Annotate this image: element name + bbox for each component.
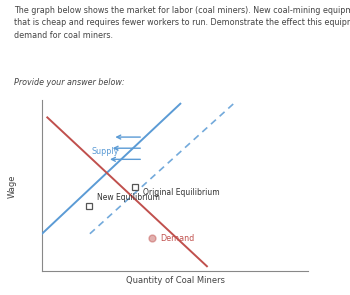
Text: Wage: Wage (8, 174, 17, 198)
Text: The graph below shows the market for labor (coal miners). New coal-mining equipm: The graph below shows the market for lab… (14, 6, 350, 40)
Text: Supply: Supply (91, 147, 119, 156)
Text: New Equilibrium: New Equilibrium (97, 193, 159, 202)
Text: Original Equilibrium: Original Equilibrium (143, 189, 220, 197)
Text: Provide your answer below:: Provide your answer below: (14, 78, 125, 87)
Text: Demand: Demand (160, 234, 195, 242)
X-axis label: Quantity of Coal Miners: Quantity of Coal Miners (126, 276, 224, 285)
